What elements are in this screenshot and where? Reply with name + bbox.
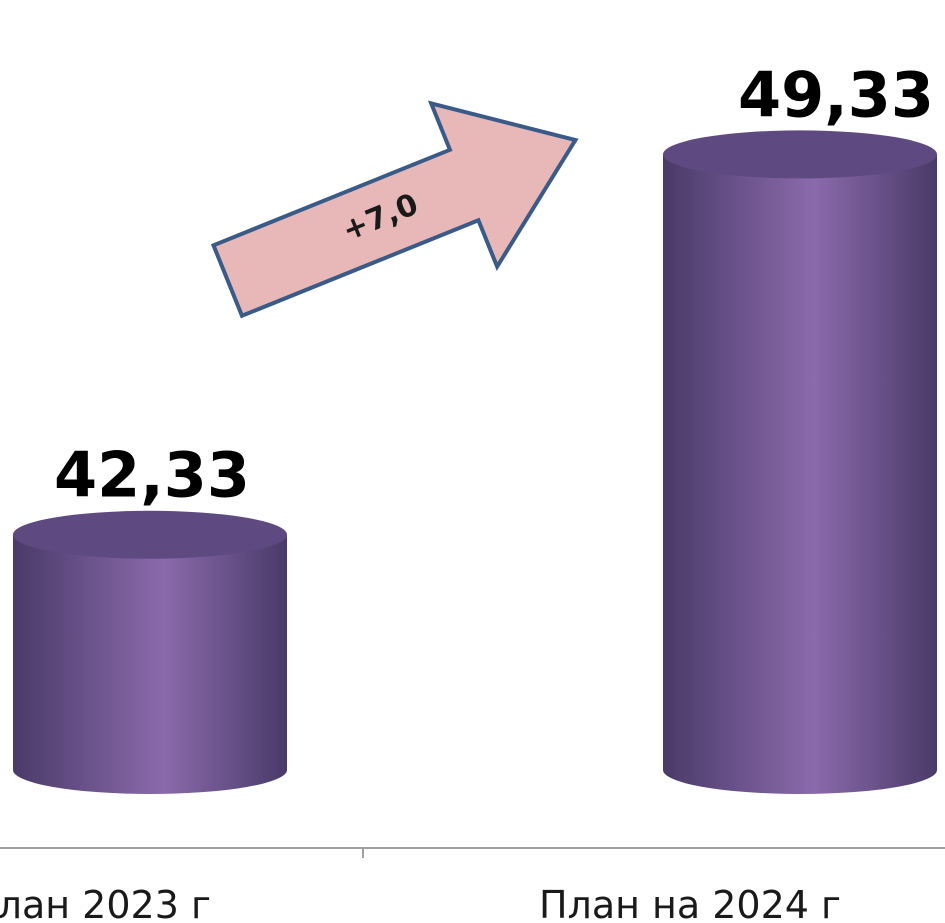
value-label-1: 42,33 [54, 439, 250, 512]
category-label-1: План 2023 г [0, 883, 211, 923]
category-label-2: План на 2024 г [539, 883, 841, 923]
bar-2 [663, 154, 937, 795]
delta-arrow: +7,0 [210, 100, 579, 319]
bars-layer [13, 130, 937, 795]
arrow-icon [210, 100, 579, 319]
bar-1 [13, 534, 287, 794]
bar-2-top [663, 130, 937, 179]
labels-layer: 42,33 План 2023 г 49,33 План на 2024 г [0, 58, 934, 923]
value-label-2: 49,33 [738, 58, 934, 131]
bar-1-top [13, 510, 287, 559]
